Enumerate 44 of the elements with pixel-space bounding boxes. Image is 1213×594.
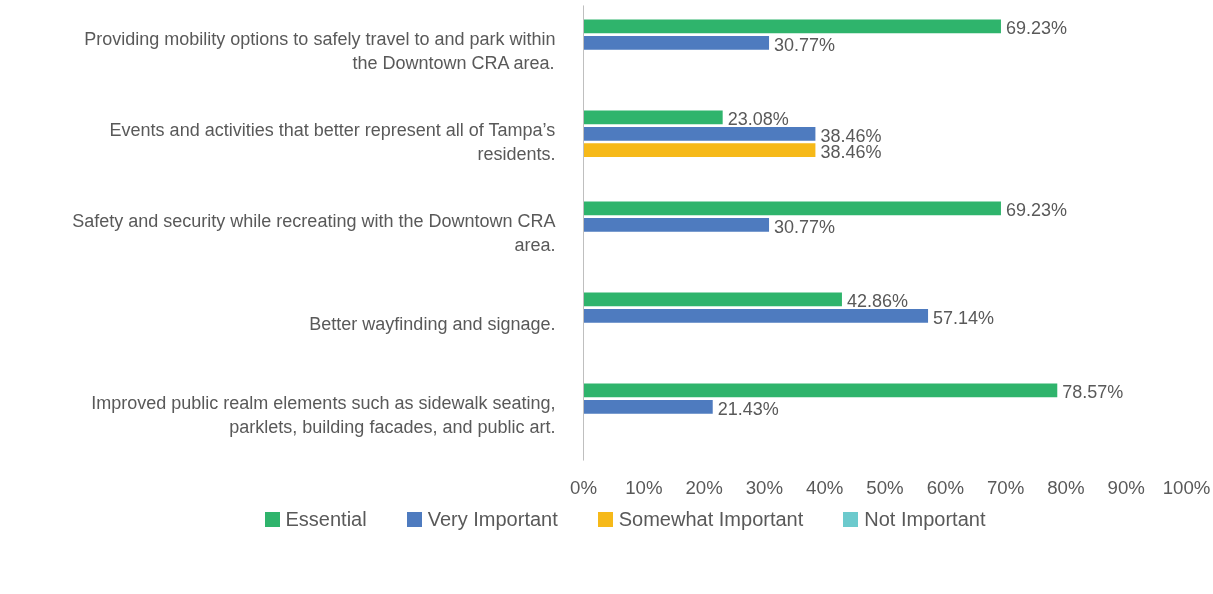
bar	[583, 143, 816, 158]
data-label: 57.14%	[933, 307, 995, 328]
x-tick-label: 100%	[1162, 476, 1211, 498]
data-label: 30.77%	[774, 216, 836, 237]
data-label: 21.43%	[717, 398, 779, 419]
bar	[583, 35, 770, 50]
x-tick-label: 80%	[1047, 476, 1085, 498]
legend-label: Essential	[285, 507, 367, 532]
bar	[583, 292, 842, 307]
data-label: 23.08%	[727, 109, 789, 130]
bar	[583, 308, 929, 323]
x-tick-label: 70%	[986, 476, 1025, 498]
bar	[583, 217, 770, 232]
data-label: 69.23%	[1005, 200, 1068, 221]
legend-label: Not Important	[864, 507, 986, 532]
bar	[583, 201, 1001, 216]
legend-item: Essential	[264, 505, 367, 534]
x-tick-label: 50%	[866, 476, 904, 498]
data-label: 69.23%	[1005, 18, 1068, 39]
data-label: 42.86%	[846, 291, 909, 312]
y-tick-label: Safety and security while recreating with the Downtown CRA area.	[72, 211, 556, 255]
x-tick-label: 40%	[806, 476, 844, 498]
data-label: 78.57%	[1062, 382, 1124, 403]
data-label: 30.77%	[774, 34, 836, 55]
legend-label: Somewhat Important	[618, 507, 804, 532]
y-tick-label: Better wayfinding and signage.	[309, 314, 556, 334]
bar	[583, 399, 713, 414]
legend-item: Very Important	[406, 505, 558, 534]
bar	[583, 383, 1058, 398]
legend-item: Not Important	[843, 505, 986, 534]
x-tick-label: 30%	[745, 476, 784, 498]
bar	[583, 110, 723, 125]
bar	[583, 126, 816, 141]
x-tick-label: 60%	[926, 476, 964, 498]
x-tick-label: 0%	[570, 476, 597, 498]
y-tick-label: Events and activities that better represent all of Tampa’s residents.	[109, 120, 556, 164]
bar	[583, 19, 1001, 34]
y-tick-label: Improved public realm elements such as sidewalk seating, parklets, building facades, and public art.	[91, 393, 556, 437]
x-tick-label: 20%	[685, 476, 723, 498]
x-tick-label: 10%	[625, 476, 663, 498]
x-tick-label: 90%	[1107, 476, 1145, 498]
legend-item: Somewhat Important	[597, 505, 804, 534]
legend-label: Very Important	[427, 507, 558, 532]
y-tick-label: Providing mobility options to safely travel to and park within the Downtown CRA area.	[84, 29, 556, 73]
